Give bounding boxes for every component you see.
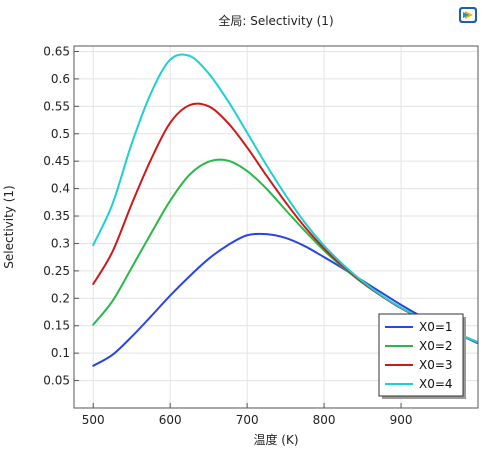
x-axis-label: 温度 (K) bbox=[253, 432, 298, 447]
y-tick-label: 0.15 bbox=[43, 319, 70, 333]
x-tick-label: 700 bbox=[236, 413, 259, 427]
y-tick-label: 0.3 bbox=[51, 236, 70, 250]
y-tick-label: 0.45 bbox=[43, 154, 70, 168]
y-tick-label: 0.4 bbox=[51, 182, 70, 196]
y-tick-label: 0.65 bbox=[43, 44, 70, 58]
legend-label-2: X0=2 bbox=[419, 339, 453, 353]
y-tick-label: 0.05 bbox=[43, 374, 70, 388]
plot-border-rect bbox=[73, 45, 479, 409]
plot-border bbox=[73, 45, 479, 409]
x-tick-label: 900 bbox=[390, 413, 413, 427]
y-tick-label: 0.55 bbox=[43, 99, 70, 113]
app-logo-icon[interactable] bbox=[458, 6, 478, 24]
y-tick-label: 0.35 bbox=[43, 209, 70, 223]
legend: X0=1 X0=2 X0=3 X0=4 bbox=[378, 313, 466, 399]
y-tick-label: 0.6 bbox=[51, 72, 70, 86]
x-tick-label: 600 bbox=[159, 413, 182, 427]
y-tick-label: 0.1 bbox=[51, 346, 70, 360]
axis-ticks: 500 600 700 800 900 0.05 0.1 0.15 0.2 0.25 0.3 0.35… bbox=[43, 44, 412, 427]
series-line-1 bbox=[92, 232, 478, 367]
legend-label-4: X0=4 bbox=[419, 377, 453, 391]
chart-title: 全局: Selectivity (1) bbox=[218, 13, 333, 28]
y-tick-label: 0.25 bbox=[43, 264, 70, 278]
y-tick-label: 0.5 bbox=[51, 127, 70, 141]
legend-label-3: X0=3 bbox=[419, 358, 453, 372]
y-tick-label: 0.2 bbox=[51, 291, 70, 305]
legend-label-1: X0=1 bbox=[419, 320, 453, 334]
x-tick-label: 800 bbox=[313, 413, 336, 427]
x-tick-label: 500 bbox=[82, 413, 105, 427]
y-axis-label: Selectivity (1) bbox=[2, 185, 16, 268]
